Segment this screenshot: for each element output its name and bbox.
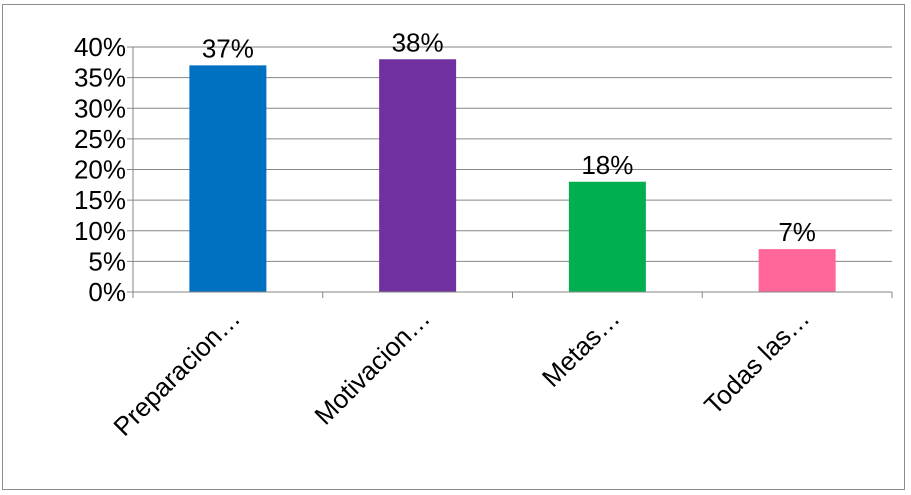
y-axis-tick-labels: 0%5%10%15%20%25%30%35%40% [74,32,126,307]
x-tick-label: Motivacion… [308,303,435,430]
x-tick-label: Todas las… [698,303,815,420]
bar [568,181,646,292]
y-tick-label: 35% [74,63,126,93]
x-tick-label: Preparacion… [107,303,246,442]
bar [379,59,457,292]
axes [127,46,893,298]
data-label: 7% [778,217,816,247]
x-tick-label: Metas… [536,303,626,393]
data-label: 38% [392,27,444,57]
y-tick-label: 30% [74,93,126,123]
data-labels: 37% 38% 18% 7% [202,27,816,247]
bars [189,59,836,292]
data-label: 37% [202,33,254,63]
y-tick-label: 20% [74,155,126,185]
y-tick-label: 10% [74,216,126,246]
bar [758,249,836,292]
y-tick-label: 25% [74,124,126,154]
y-tick-label: 0% [88,277,126,307]
y-tick-label: 40% [74,32,126,62]
y-tick-label: 15% [74,185,126,215]
bar [189,65,267,292]
x-axis-tick-labels: Preparacion… Motivacion… Metas… Todas las… [107,303,815,442]
data-label: 18% [581,150,633,180]
y-tick-label: 5% [88,246,126,276]
